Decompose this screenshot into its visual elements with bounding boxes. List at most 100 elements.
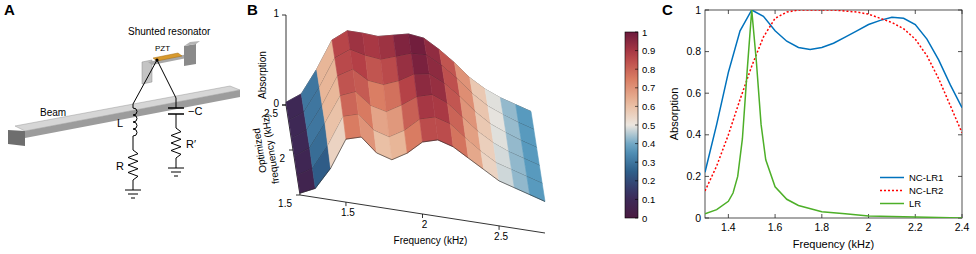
surface-cell — [328, 117, 346, 169]
colorbar-tick — [635, 218, 638, 219]
colorbar-tick — [635, 50, 638, 51]
surface-cell — [374, 130, 392, 159]
x-tick-label: 2 — [422, 219, 428, 230]
surface-cell — [414, 74, 432, 97]
panel-letter: A — [4, 1, 15, 18]
x-tick — [915, 10, 916, 14]
surface-cell — [512, 170, 530, 195]
x-tick-label: 2.5 — [494, 231, 508, 242]
y-tick — [705, 51, 709, 52]
y-tick — [705, 10, 709, 11]
wire — [133, 60, 157, 108]
x-tick-label: 2 — [866, 221, 872, 233]
colorbar-tick-label: 0 — [642, 213, 647, 224]
z-tick — [282, 105, 286, 106]
y-axis-label-line: frequency (kHz) — [260, 113, 282, 184]
panel-c: C1.41.61.822.22.400.20.40.60.81Frequency… — [662, 1, 969, 250]
ground — [128, 194, 138, 195]
colorbar-tick — [635, 125, 638, 126]
capacitor-plate — [168, 107, 184, 109]
x-tick-label: 2.2 — [908, 221, 923, 233]
colorbar-tick-label: 0.2 — [642, 175, 655, 186]
panel-a: ABeamShunted resonatorPZTLR−CR′ — [4, 1, 240, 198]
y-tick — [705, 93, 709, 94]
series-line — [705, 10, 962, 172]
surface-cell — [340, 92, 358, 117]
beam-top — [15, 86, 240, 131]
y-tick — [282, 105, 286, 106]
y-tick-label: 0.4 — [686, 128, 701, 140]
legend-label: NC-LR2 — [909, 185, 943, 196]
capacitor-label: −C — [188, 105, 202, 117]
colorbar — [625, 32, 638, 218]
surface-cell — [381, 57, 399, 85]
surface-cell — [404, 120, 422, 154]
surface-cell — [481, 152, 499, 181]
z-tick-label: 0 — [273, 98, 279, 109]
lines — [705, 10, 962, 218]
surface-cell — [378, 35, 396, 60]
figure: ABeamShunted resonatorPZTLR−CR′B1.522.51… — [0, 0, 976, 254]
post-right-top — [184, 41, 200, 46]
ground — [174, 176, 178, 177]
colorbar-tick-label: 0.4 — [642, 138, 655, 149]
colorbar-tick-label: 0.1 — [642, 194, 655, 205]
y-tick — [958, 93, 962, 94]
surface-cell — [450, 124, 468, 158]
x-axis — [300, 195, 545, 233]
pzt-label: PZT — [155, 44, 170, 53]
y-tick-label: 2 — [279, 153, 285, 164]
colorbar-tick — [635, 143, 638, 144]
colorbar-tick — [635, 87, 638, 88]
z-tick-label: 1 — [273, 8, 279, 19]
series-line — [705, 10, 962, 191]
x-axis-label: Frequency (kHz) — [793, 238, 874, 250]
x-tick — [821, 214, 822, 218]
legend-label: NC-LR1 — [909, 172, 943, 183]
beam-side — [25, 90, 240, 138]
resistor-label: R — [116, 160, 124, 172]
y-tick-label: 1.5 — [278, 198, 292, 209]
resistor-label: R′ — [186, 138, 196, 150]
ground — [131, 198, 135, 199]
y-tick-label: 0.6 — [686, 87, 701, 99]
colorbar-tick-label: 0.3 — [642, 157, 655, 168]
panel-b: B1.522.51.522.501Frequency (kHz)Absorpti… — [247, 1, 655, 246]
y-tick — [705, 134, 709, 135]
surface-cell — [358, 115, 376, 153]
x-tick — [775, 10, 776, 14]
x-tick — [499, 226, 500, 230]
surface-cell — [435, 117, 453, 146]
y-tick — [705, 176, 709, 177]
surface-cell — [393, 34, 411, 57]
y-tick — [958, 134, 962, 135]
legend-label: LR — [909, 198, 921, 209]
colorbar-tick — [635, 32, 638, 33]
x-tick-label: 1.8 — [815, 221, 830, 233]
surface-cell — [417, 95, 435, 120]
y-tick-label: 1 — [695, 4, 701, 16]
panel-letter: C — [662, 1, 673, 18]
surface-cell — [420, 117, 438, 142]
surface-cell — [527, 177, 545, 202]
z-axis-label: Absorption — [257, 51, 268, 99]
series-line — [705, 10, 962, 218]
colorbar-tick — [635, 199, 638, 200]
beam-label: Beam — [40, 107, 66, 118]
z-tick — [282, 15, 286, 16]
wire — [157, 60, 176, 108]
x-tick — [821, 10, 822, 14]
y-tick — [958, 10, 962, 11]
x-tick-label: 2.4 — [955, 221, 970, 233]
surface-cell — [313, 146, 331, 189]
x-tick-label: 1.4 — [721, 221, 736, 233]
y-tick — [289, 150, 293, 151]
ground — [125, 190, 141, 191]
post-right — [184, 44, 196, 66]
ground — [171, 172, 181, 173]
pzt — [153, 53, 182, 61]
inductor — [133, 108, 137, 150]
y-tick-label: 0.2 — [686, 170, 701, 182]
y-tick-label: 0 — [695, 212, 701, 224]
colorbar-tick — [635, 69, 638, 70]
